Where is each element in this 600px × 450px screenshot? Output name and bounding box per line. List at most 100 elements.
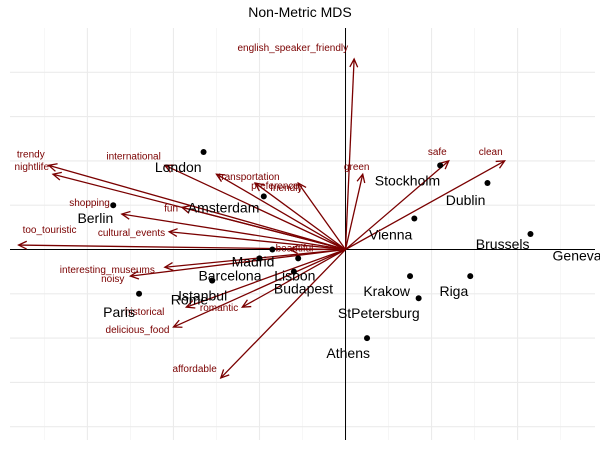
vector-shaft [345,160,505,251]
city-krakow: Krakow [363,273,414,299]
vector-label: green [344,162,370,173]
city-vienna: Vienna [369,215,418,242]
city-marker [527,231,534,237]
vector-label: international [106,151,160,162]
city-marker [411,215,418,222]
city-label: Vienna [369,226,413,242]
vector-noisy: noisy [101,248,346,285]
city-label: Brussels [476,236,530,252]
vector-label: preference [251,181,299,192]
city-label: Riga [439,283,468,299]
city-marker [200,149,207,156]
arrow-head [180,205,192,214]
vector-shaft [344,174,364,250]
city-label: Amsterdam [188,199,260,215]
city-marker [407,273,414,280]
vector-shaft [345,160,450,250]
vector-interesting_museums: interesting_museums [60,248,346,276]
city-label: Paris [103,304,135,320]
arrow-head [240,299,252,308]
vector-green: green [344,162,370,250]
vector-label: shopping [69,198,110,209]
vector-label: interesting_museums [60,265,155,276]
vector-label: trendy [17,149,45,160]
city-marker [136,290,143,297]
city-marker [437,162,444,169]
vector-label: beautiful [276,244,314,255]
city-label: Dublin [446,192,486,208]
vector-shaft [297,182,347,250]
city-label: London [155,159,202,175]
vector-label: noisy [101,274,124,285]
vector-friendly: friendly [270,181,347,250]
vector-label: affordable [172,364,217,375]
vector-shaft [241,248,346,308]
city-marker [269,246,276,253]
city-label: Madrid [232,254,275,270]
city-marker [290,268,297,275]
city-stockholm: Stockholm [375,162,444,188]
city-label: Barcelona [198,267,261,283]
city-label: Stockholm [375,172,440,188]
vector-english_speaker_friendly: english_speaker_friendly [237,43,359,250]
arrow-head [167,228,178,238]
arrow-head [219,369,230,380]
city-points: London Berlin Amsterdam Stockholm Dublin Vien… [77,149,600,361]
city-marker [484,180,491,187]
vector-label: clean [479,147,503,158]
vector-safe: safe [345,147,450,250]
city-dublin: Dublin [446,180,491,208]
city-amsterdam: Amsterdam [188,193,267,215]
arrow-head [163,164,174,173]
vector-transportation: transportation [215,172,346,251]
arrow-head [349,57,359,68]
vector-clean: clean [345,147,506,251]
city-label: StPetersburg [338,305,420,321]
city-riga: Riga [439,273,474,299]
city-rome: Rome [171,277,216,308]
city-london: London [155,149,207,175]
arrow-head [17,240,28,250]
vector-label: friendly [270,183,302,194]
arrow-head [128,270,140,280]
vector-shaft [164,164,346,251]
vector-shaft [344,58,355,250]
vector-label: transportation [218,172,279,183]
city-label: Lisbon [274,267,315,283]
vector-preference: preference [251,181,346,251]
vector-shopping: shopping [69,198,346,251]
vector-international: international [106,151,346,251]
city-berlin: Berlin [77,202,117,226]
vector-shaft [169,231,346,251]
vector-label: delicious_food [106,325,170,336]
vector-label: fun [164,203,178,214]
vector-shaft [216,173,346,251]
arrow-head [495,160,506,169]
vector-historical: historical [125,248,346,318]
city-label: Rome [171,292,209,308]
city-athens: Athens [326,335,371,361]
vector-shaft [186,248,346,308]
vector-label: safe [428,147,447,158]
vector-shaft [254,182,346,251]
arrow-head [253,182,265,192]
city-label: Athens [326,345,370,361]
city-brussels: Brussels [476,231,534,252]
city-marker [415,295,422,302]
arrow-head [288,245,298,255]
city-label: Berlin [77,210,113,226]
city-lisbon: Lisbon [274,255,315,283]
vector-shaft [48,164,346,251]
city-label: Geneva [553,248,600,264]
vector-shaft [173,248,346,328]
grid [10,28,595,440]
vector-cultural_events: cultural_events [98,228,346,251]
vector-label: cultural_events [98,228,165,239]
vector-shaft [181,206,346,251]
vector-shaft [130,248,346,277]
city-madrid: Madrid [232,246,276,270]
arrow-head [172,319,183,328]
city-label: Krakow [363,283,411,299]
